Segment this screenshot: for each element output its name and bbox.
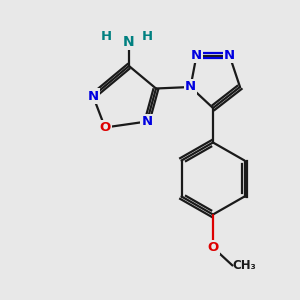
Text: N: N [141, 115, 153, 128]
Text: H: H [141, 29, 153, 43]
Text: N: N [224, 49, 235, 62]
Text: CH₃: CH₃ [232, 259, 256, 272]
Text: O: O [99, 121, 111, 134]
Text: H: H [101, 29, 112, 43]
Text: N: N [191, 49, 202, 62]
Text: N: N [123, 35, 135, 49]
Text: O: O [207, 241, 219, 254]
Text: N: N [185, 80, 196, 94]
Text: N: N [87, 89, 99, 103]
